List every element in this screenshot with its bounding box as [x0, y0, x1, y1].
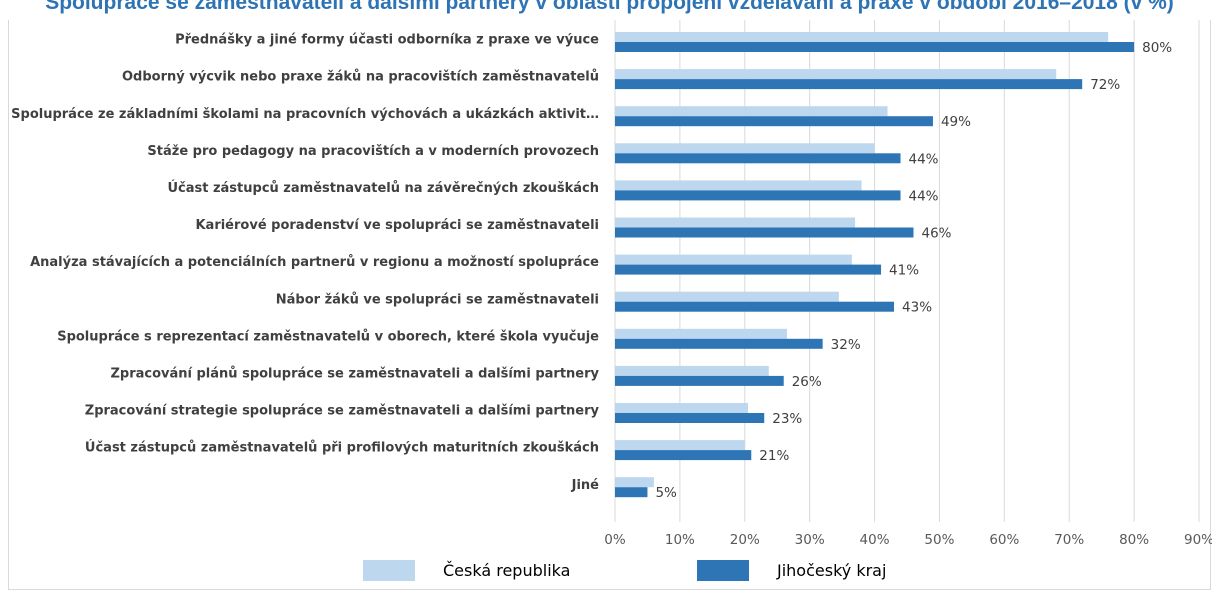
category-label: Nábor žáků ve spolupráci se zaměstnavate…: [276, 292, 599, 307]
category-label: Zpracování strategie spolupráce se zaměs…: [85, 404, 600, 419]
x-tick-label: 60%: [989, 532, 1019, 548]
data-label: 44%: [909, 188, 939, 204]
bar-ceska-republika: [615, 69, 1057, 80]
bar-jihocesky-kraj: [615, 227, 914, 238]
data-label: 23%: [772, 411, 802, 427]
category-label: Spolupráce ze základními školami na prac…: [11, 107, 599, 122]
data-label: 72%: [1090, 77, 1120, 93]
x-tick-label: 30%: [795, 532, 825, 548]
bar-ceska-republika: [615, 217, 856, 228]
bar-ceska-republika: [615, 365, 769, 376]
bar-jihocesky-kraj: [615, 42, 1135, 52]
bar-jihocesky-kraj: [615, 413, 765, 423]
bar-jihocesky-kraj: [615, 487, 648, 498]
bar-jihocesky-kraj: [615, 190, 901, 201]
bar-ceska-republika: [615, 440, 745, 451]
data-label: 46%: [921, 226, 951, 242]
category-label: Účast zástupců zaměstnavatelů na závěreč…: [167, 180, 599, 196]
bar-ceska-republika: [615, 106, 888, 117]
x-tick-label: 0%: [604, 532, 626, 548]
data-label: 32%: [831, 337, 861, 353]
data-label: 44%: [909, 151, 939, 167]
bar-ceska-republika: [615, 291, 839, 302]
bar-ceska-republika: [615, 32, 1109, 42]
x-axis-ticks: 0% 10% 20% 30% 40% 50% 60% 70% 80% 90%: [604, 532, 1212, 548]
bar-jihocesky-kraj: [615, 116, 933, 127]
data-label: 26%: [792, 374, 822, 390]
x-tick-label: 50%: [924, 532, 954, 548]
x-tick-label: 80%: [1119, 532, 1149, 548]
bar-ceska-republika: [615, 477, 654, 488]
title-strip: Spolupráce se zaměstnavateli a dalšími p…: [0, 0, 1219, 20]
bar-ceska-republika: [615, 180, 862, 191]
legend-label: Jihočeský kraj: [776, 561, 886, 580]
legend-swatch-jihocesky-kraj: [697, 560, 749, 581]
category-label: Jiné: [571, 478, 600, 493]
bar-jihocesky-kraj: [615, 153, 901, 164]
bar-jihocesky-kraj: [615, 301, 895, 312]
bar-ceska-republika: [615, 254, 852, 265]
category-labels: Přednášky a jiné formy účasti odborníka …: [11, 33, 599, 493]
x-tick-label: 20%: [730, 532, 760, 548]
x-tick-label: 70%: [1054, 532, 1084, 548]
legend: Česká republika Jihočeský kraj: [363, 560, 886, 581]
category-label: Spolupráce s reprezentací zaměstnavatelů…: [57, 329, 599, 344]
bar-jihocesky-kraj: [615, 338, 823, 349]
legend-swatch-ceska-republika: [363, 560, 415, 581]
bar-ceska-republika: [615, 403, 749, 413]
data-label: 21%: [759, 448, 789, 464]
category-label: Přednášky a jiné formy účasti odborníka …: [175, 33, 599, 48]
bar-jihocesky-kraj: [615, 264, 882, 275]
x-tick-label: 90%: [1184, 532, 1212, 548]
bars: [615, 32, 1135, 498]
category-label: Odborný výcvik nebo praxe žáků na pracov…: [122, 70, 599, 85]
x-tick-label: 40%: [860, 532, 890, 548]
category-label: Zpracování plánů spolupráce se zaměstnav…: [110, 366, 599, 381]
chart-frame: Přednášky a jiné formy účasti odborníka …: [8, 20, 1212, 590]
data-label: 80%: [1142, 40, 1172, 56]
bar-ceska-republika: [615, 328, 787, 339]
data-label: 49%: [941, 114, 971, 130]
legend-label: Česká republika: [443, 561, 570, 580]
chart-title: Spolupráce se zaměstnavateli a dalšími p…: [45, 0, 1174, 14]
category-label: Stáže pro pedagogy na pracovištích a v m…: [147, 144, 599, 159]
bar-ceska-republika: [615, 143, 875, 154]
category-label: Kariérové poradenství ve spolupráci se z…: [195, 218, 599, 233]
category-label: Účast zástupců zaměstnavatelů při profil…: [85, 440, 599, 456]
bar-jihocesky-kraj: [615, 375, 784, 386]
data-label: 43%: [902, 300, 932, 316]
data-label: 5%: [655, 485, 677, 501]
bar-chart: Přednášky a jiné formy účasti odborníka …: [11, 20, 1212, 581]
data-label: 41%: [889, 263, 919, 279]
data-labels: 80% 72% 49% 44% 44% 46% 41% 43% 32% 26% 23% 21% 5%: [655, 40, 1172, 501]
category-label: Analýza stávajících a potenciálních part…: [30, 255, 599, 270]
bar-jihocesky-kraj: [615, 450, 752, 461]
bar-jihocesky-kraj: [615, 79, 1083, 90]
x-tick-label: 10%: [665, 532, 695, 548]
